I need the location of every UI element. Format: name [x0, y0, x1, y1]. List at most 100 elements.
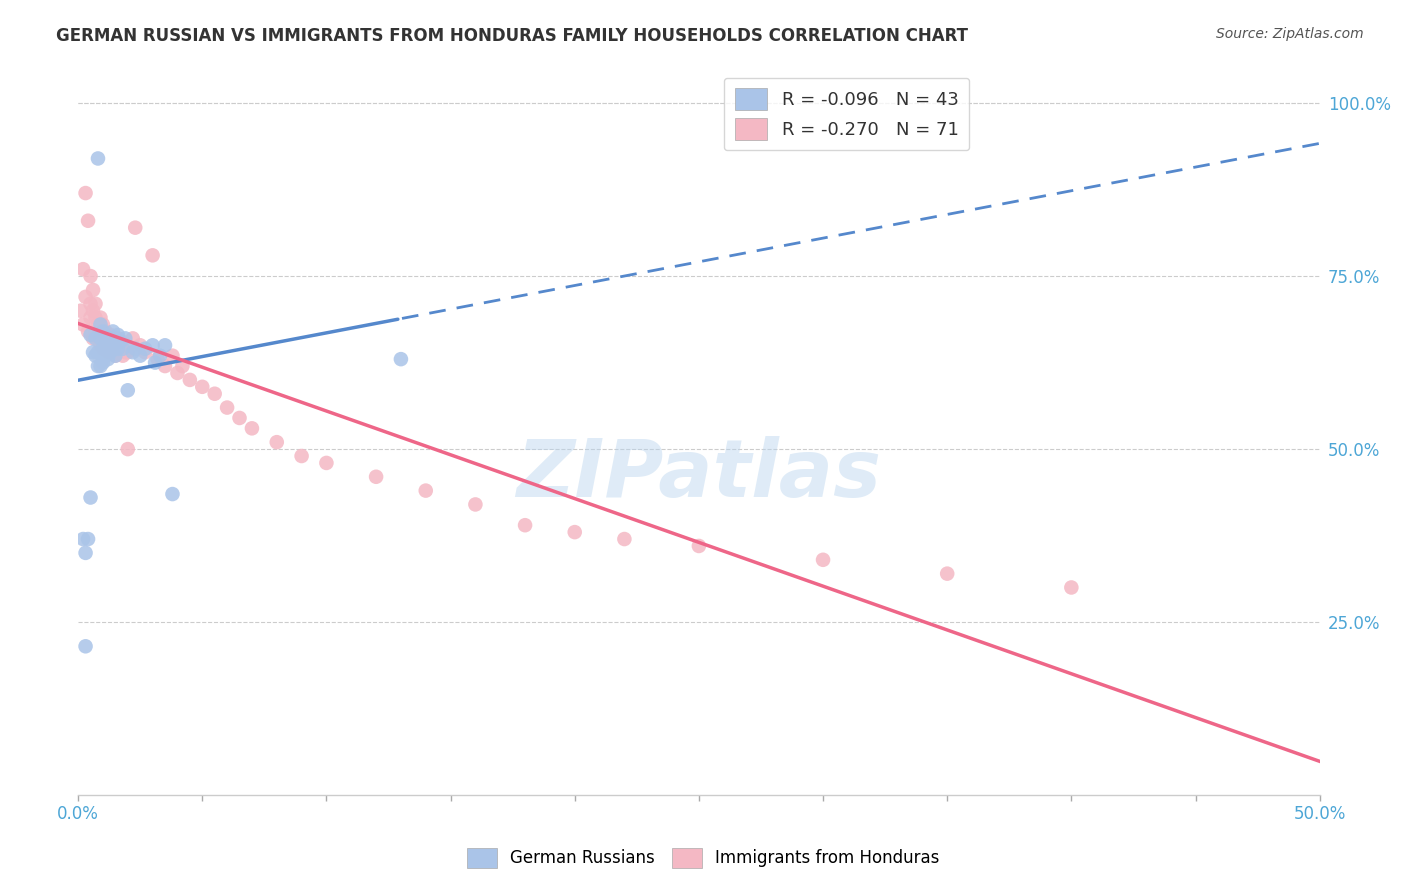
Point [100, 327, 122, 342]
Point [72, 318, 94, 332]
Point [84, 297, 107, 311]
Point [100, 331, 122, 345]
Point [162, 349, 184, 363]
Point [77, 532, 100, 546]
Point [97, 331, 120, 345]
Point [124, 342, 146, 356]
Point [97, 345, 120, 359]
Point [87, 359, 110, 373]
Point [89, 331, 111, 345]
Point [91, 325, 114, 339]
Point [936, 566, 959, 581]
Point [291, 449, 314, 463]
Point [811, 553, 834, 567]
Text: GERMAN RUSSIAN VS IMMIGRANTS FROM HONDURAS FAMILY HOUSEHOLDS CORRELATION CHART: GERMAN RUSSIAN VS IMMIGRANTS FROM HONDUR… [56, 27, 969, 45]
Point [91, 342, 114, 356]
Point [84, 331, 107, 345]
Point [101, 331, 124, 345]
Point [117, 345, 139, 359]
Point [79, 491, 101, 505]
Point [89, 318, 111, 332]
Point [69, 303, 91, 318]
Point [94, 338, 117, 352]
Point [107, 345, 129, 359]
Point [149, 349, 172, 363]
Point [84, 349, 107, 363]
Point [104, 334, 127, 349]
Point [89, 359, 111, 373]
Point [114, 331, 136, 345]
Point [72, 532, 94, 546]
Point [97, 338, 120, 352]
Point [87, 331, 110, 345]
Point [114, 345, 136, 359]
Point [217, 401, 239, 415]
Point [129, 338, 152, 352]
Point [91, 355, 114, 369]
Point [166, 366, 188, 380]
Point [82, 283, 104, 297]
Point [613, 532, 636, 546]
Point [266, 435, 288, 450]
Point [389, 352, 412, 367]
Point [107, 327, 129, 342]
Point [82, 303, 104, 318]
Point [204, 386, 226, 401]
Point [104, 334, 127, 349]
Point [100, 345, 122, 359]
Point [91, 318, 114, 332]
Point [89, 338, 111, 352]
Point [94, 349, 117, 363]
Point [564, 525, 586, 540]
Point [240, 421, 263, 435]
Point [87, 152, 110, 166]
Point [364, 469, 387, 483]
Point [82, 331, 104, 345]
Point [91, 342, 114, 356]
Point [94, 338, 117, 352]
Point [121, 331, 143, 345]
Point [107, 331, 129, 345]
Point [143, 355, 166, 369]
Legend: R = -0.096   N = 43, R = -0.270   N = 71: R = -0.096 N = 43, R = -0.270 N = 71 [724, 78, 969, 151]
Point [1060, 581, 1083, 595]
Point [97, 352, 120, 367]
Point [87, 345, 110, 359]
Point [121, 345, 143, 359]
Point [153, 338, 176, 352]
Point [142, 338, 165, 352]
Point [84, 325, 107, 339]
Point [191, 380, 214, 394]
Point [77, 325, 100, 339]
Point [101, 325, 124, 339]
Point [104, 349, 127, 363]
Point [87, 318, 110, 332]
Point [464, 498, 486, 512]
Point [107, 342, 129, 356]
Text: Source: ZipAtlas.com: Source: ZipAtlas.com [1216, 27, 1364, 41]
Point [75, 290, 97, 304]
Point [79, 310, 101, 325]
Point [111, 349, 134, 363]
Point [84, 310, 107, 325]
Point [124, 220, 146, 235]
Point [134, 345, 156, 359]
Point [82, 345, 104, 359]
Point [94, 325, 117, 339]
Legend: German Russians, Immigrants from Honduras: German Russians, Immigrants from Hondura… [460, 841, 946, 875]
Point [134, 342, 156, 356]
Point [110, 338, 132, 352]
Point [415, 483, 437, 498]
Point [688, 539, 710, 553]
Point [104, 349, 127, 363]
Point [146, 352, 169, 367]
Point [72, 262, 94, 277]
Text: ZIPatlas: ZIPatlas [516, 436, 882, 515]
Point [77, 213, 100, 227]
Point [179, 373, 201, 387]
Point [91, 327, 114, 342]
Point [110, 334, 132, 349]
Point [117, 384, 139, 398]
Point [162, 487, 184, 501]
Point [89, 310, 111, 325]
